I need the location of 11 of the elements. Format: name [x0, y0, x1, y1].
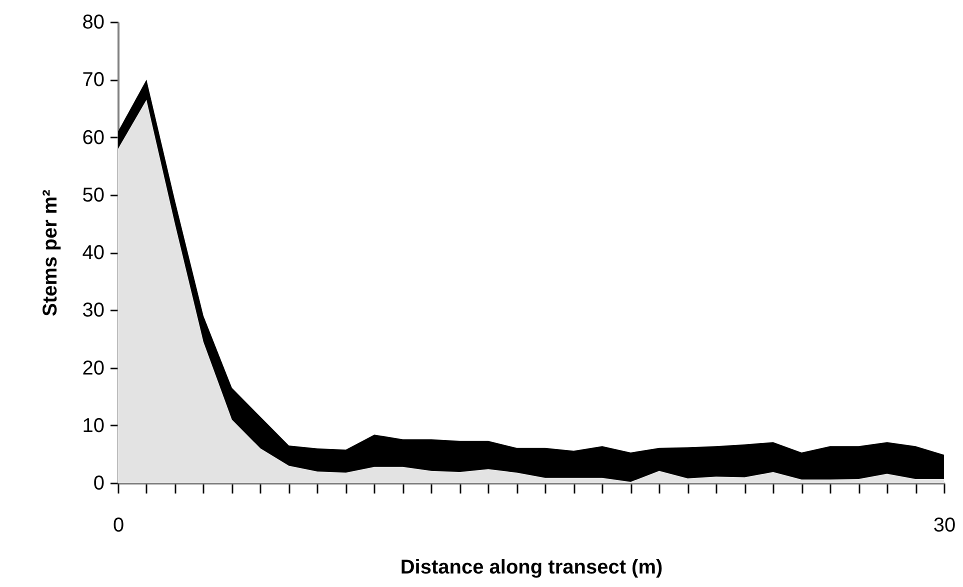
y-tick-label: 10: [82, 414, 104, 437]
x-axis-title: Distance along transect (m): [400, 556, 663, 578]
y-tick-label: 0: [93, 472, 104, 494]
y-tick-label: 80: [82, 12, 104, 34]
y-axis-title: Stems per m²: [39, 189, 62, 316]
y-tick-label: 20: [82, 357, 104, 380]
y-tick-label: 60: [82, 126, 104, 149]
y-tick-label: 50: [82, 184, 104, 206]
y-tick-label: 40: [82, 242, 104, 264]
y-tick-label: 30: [82, 300, 104, 322]
y-tick-label: 70: [82, 69, 104, 92]
